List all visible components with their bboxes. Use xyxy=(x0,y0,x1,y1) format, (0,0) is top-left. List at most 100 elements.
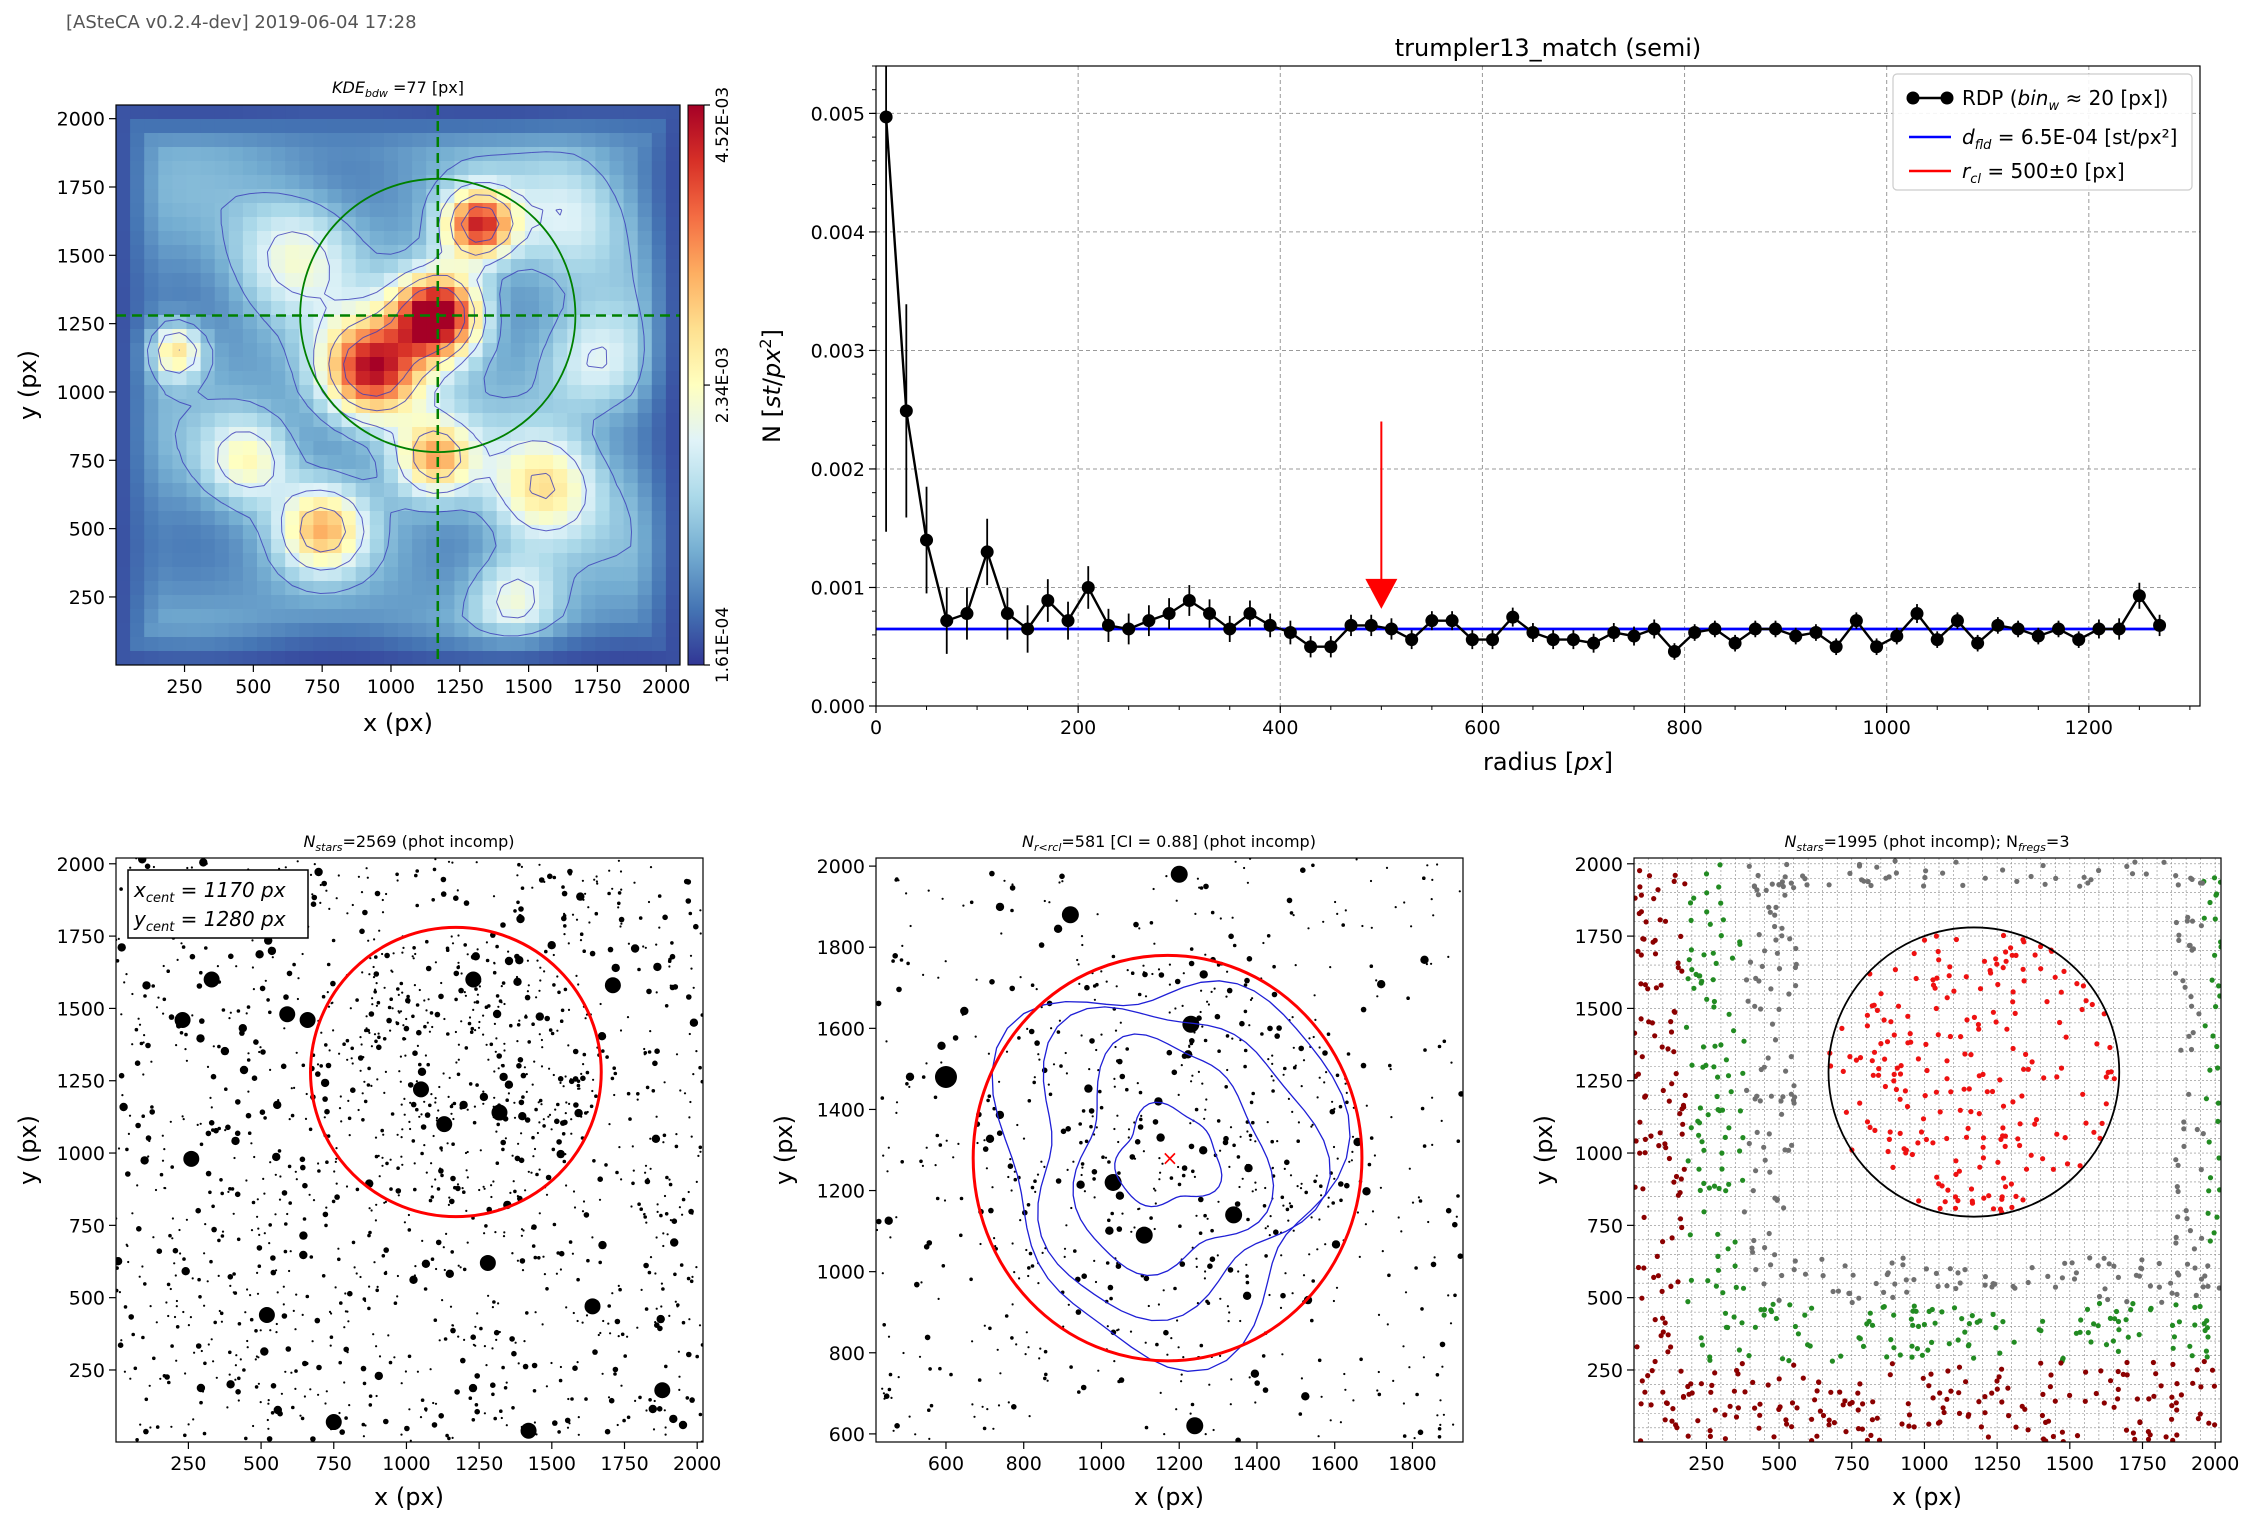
star xyxy=(533,1421,537,1424)
star xyxy=(182,1257,186,1261)
star xyxy=(470,1026,475,1031)
star xyxy=(138,1275,141,1278)
kde-cell xyxy=(595,133,611,148)
kde-cell xyxy=(482,301,498,316)
star xyxy=(517,1362,520,1365)
x-tick-label: 1500 xyxy=(504,676,552,698)
kde-cell xyxy=(623,553,639,568)
kde-cell xyxy=(665,217,680,232)
region-star xyxy=(1771,1434,1777,1440)
kde-cell xyxy=(369,371,385,386)
kde-cell xyxy=(327,189,343,204)
region-star xyxy=(2151,1393,2157,1399)
star xyxy=(497,1067,500,1070)
kde-cell xyxy=(665,413,680,428)
star xyxy=(429,1011,434,1015)
kde-cell xyxy=(665,329,680,344)
star xyxy=(476,948,479,951)
region-star xyxy=(1890,1164,1896,1170)
kde-cell xyxy=(398,161,413,176)
kde-cell xyxy=(299,637,314,652)
star xyxy=(438,1339,441,1342)
kde-cell xyxy=(482,651,498,665)
star xyxy=(1157,968,1161,971)
star xyxy=(544,949,548,954)
kde-cell xyxy=(623,371,639,386)
star xyxy=(1162,1289,1165,1292)
region-star xyxy=(2182,984,2188,990)
star xyxy=(1038,942,1045,948)
star xyxy=(1009,885,1016,891)
region-star xyxy=(2054,1074,2060,1080)
kde-cell xyxy=(440,301,455,316)
kde-cell xyxy=(623,245,639,260)
star xyxy=(1338,1104,1343,1109)
kde-cell xyxy=(539,329,554,344)
kde-cell xyxy=(144,483,159,498)
region-star xyxy=(1980,1144,1986,1150)
star xyxy=(239,1065,249,1075)
star xyxy=(1423,1048,1427,1052)
kde-cell xyxy=(383,399,399,414)
star xyxy=(579,939,583,942)
kde-cell xyxy=(553,427,568,442)
kde-cell xyxy=(299,189,314,204)
kde-cell xyxy=(116,315,131,330)
star xyxy=(618,1287,622,1292)
kde-frame xyxy=(115,104,681,666)
star xyxy=(619,925,622,928)
star xyxy=(474,1325,477,1328)
kde-cell xyxy=(609,259,625,274)
star xyxy=(1254,1380,1260,1386)
kde-cell xyxy=(609,343,625,358)
region-star xyxy=(1697,1105,1703,1111)
kde-cell xyxy=(468,441,484,456)
star xyxy=(1100,970,1103,973)
star xyxy=(1422,1356,1425,1359)
kde-cell xyxy=(623,133,639,148)
star xyxy=(1244,977,1250,984)
region-star xyxy=(1658,982,1664,988)
star xyxy=(475,861,478,864)
kde-cell xyxy=(567,385,582,400)
star xyxy=(291,1405,295,1410)
region-star xyxy=(1719,1166,1725,1172)
region-star xyxy=(1637,884,1643,890)
kde-cell xyxy=(341,287,357,302)
kde-cell xyxy=(299,483,314,498)
kde-cell xyxy=(539,133,554,148)
star xyxy=(155,1321,158,1324)
region-star xyxy=(1749,1245,1755,1251)
kde-cell xyxy=(581,287,596,302)
region-star xyxy=(2111,1076,2117,1082)
star xyxy=(325,889,328,892)
kde-cell xyxy=(130,483,145,498)
star xyxy=(894,1423,900,1429)
star xyxy=(468,1082,473,1086)
star xyxy=(891,959,895,963)
kde-cell xyxy=(271,609,286,624)
star xyxy=(565,1184,568,1187)
star xyxy=(296,997,299,1001)
kde-cell xyxy=(200,497,216,512)
kde-cell xyxy=(482,245,498,260)
star xyxy=(563,987,568,992)
star xyxy=(1308,1037,1311,1040)
kde-cell xyxy=(214,455,230,470)
kde-cell xyxy=(524,161,540,176)
kde-cell xyxy=(271,245,286,260)
kde-cell xyxy=(581,539,596,554)
star xyxy=(246,1005,251,1009)
rdp-xlabel: radius [px] xyxy=(1483,748,1613,776)
kde-cell xyxy=(539,189,554,204)
kde-cell xyxy=(214,371,230,386)
kde-cell xyxy=(172,273,188,288)
region-star xyxy=(1802,1271,1809,1277)
kde-cell xyxy=(242,567,258,582)
star xyxy=(620,1332,625,1337)
kde-cell xyxy=(186,189,202,204)
star xyxy=(403,1025,410,1032)
kde-cell xyxy=(257,147,272,162)
star xyxy=(244,1436,248,1441)
star xyxy=(1117,1379,1121,1384)
